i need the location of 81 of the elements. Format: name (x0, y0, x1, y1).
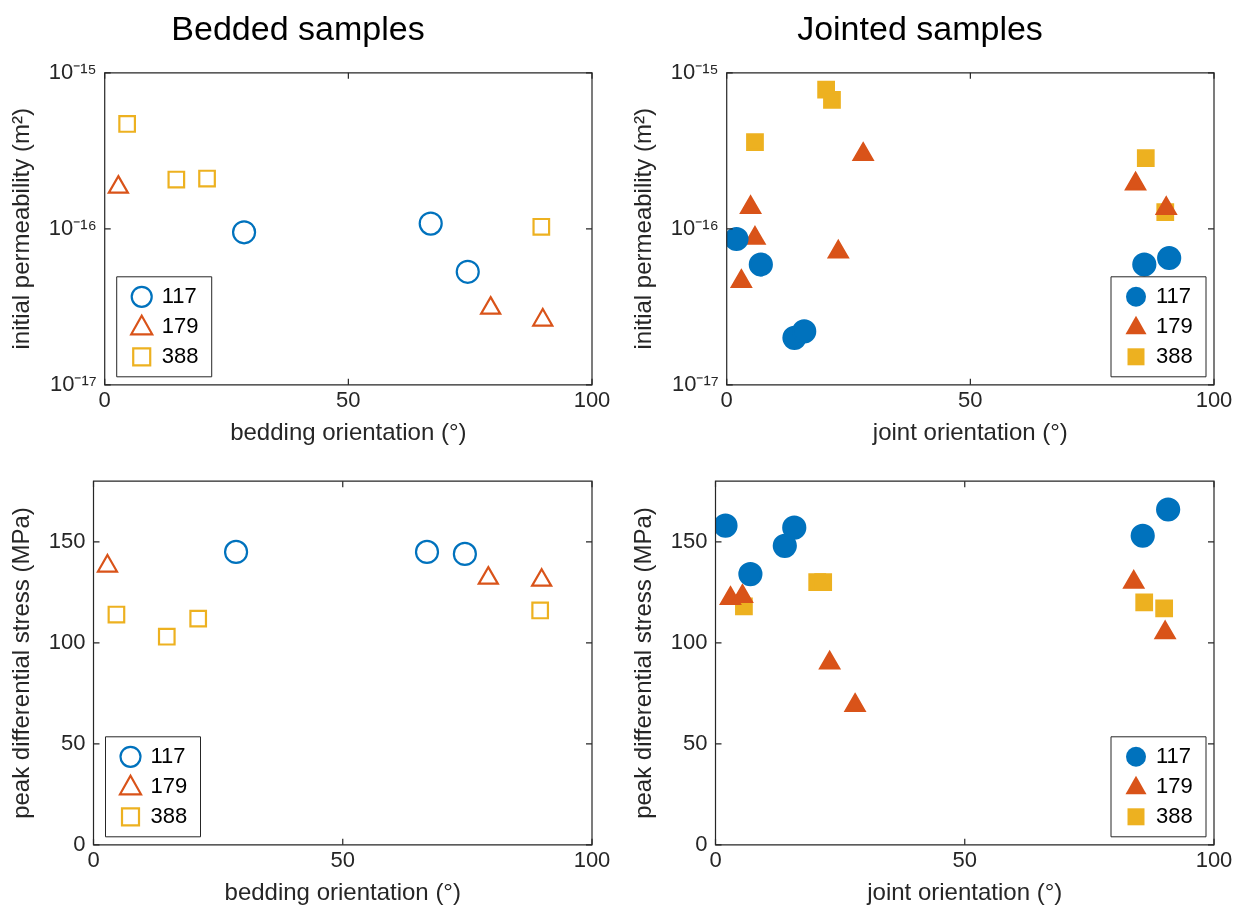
point (1135, 593, 1154, 612)
point (157, 627, 176, 646)
y-tick-label: 0 (73, 830, 86, 856)
y-tick-label: 10⁻¹⁶ (48, 214, 97, 240)
point (738, 562, 763, 587)
y-tick-label: 10⁻¹⁷ (49, 370, 97, 396)
point (715, 513, 738, 538)
legend-label: 179 (1156, 312, 1193, 338)
point (792, 319, 817, 344)
point (231, 220, 257, 245)
legend-label: 179 (161, 312, 199, 338)
point (223, 539, 249, 564)
point (414, 539, 440, 564)
point (1130, 523, 1155, 548)
x-tick-label: 50 (336, 387, 361, 413)
x-tick-label: 50 (330, 847, 355, 873)
point (418, 211, 443, 236)
y-tick-label: 10⁻¹⁷ (671, 370, 719, 396)
point (1123, 570, 1145, 589)
y-axis-title: initial permeability (m²) (7, 108, 35, 350)
point (726, 226, 749, 252)
x-tick-label: 100 (1195, 387, 1233, 413)
x-axis-title: bedding orientation (°) (230, 418, 467, 446)
y-tick-label: 150 (670, 527, 708, 553)
point (1156, 497, 1181, 522)
point (823, 91, 841, 109)
y-tick-label: 0 (695, 830, 708, 856)
legend-label: 117 (1156, 742, 1192, 768)
point (1154, 620, 1176, 640)
x-axis-title: joint orientation (°) (871, 418, 1068, 446)
point (532, 307, 554, 327)
chart-title: Bedded samples (171, 8, 425, 47)
y-axis-title: peak differential stress (MPa) (7, 507, 35, 819)
point (455, 259, 480, 284)
point (1155, 599, 1174, 618)
point (746, 133, 764, 151)
legend-label: 117 (161, 282, 197, 308)
y-tick-label: 50 (683, 729, 708, 755)
legend-label: 388 (1156, 342, 1193, 368)
point (167, 170, 186, 189)
point (772, 533, 797, 558)
point (118, 115, 137, 133)
point (532, 217, 551, 236)
x-axis-title: joint orientation (°) (866, 878, 1063, 906)
point (748, 252, 773, 277)
point (452, 541, 477, 567)
legend-label: 179 (150, 772, 188, 798)
x-tick-label: 100 (1195, 847, 1233, 873)
y-tick-label: 100 (670, 628, 708, 654)
point (844, 693, 866, 713)
point (531, 601, 550, 620)
x-tick-label: 100 (573, 847, 611, 873)
y-tick-label: 150 (48, 527, 86, 553)
y-tick-label: 100 (48, 628, 86, 654)
y-tick-label: 10⁻¹⁶ (670, 214, 719, 240)
point (782, 515, 807, 540)
y-axis-title: peak differential stress (MPa) (629, 507, 657, 819)
point (1132, 252, 1157, 277)
chart-title: Jointed samples (797, 8, 1043, 47)
x-tick-label: 100 (573, 387, 611, 413)
legend-label: 388 (1156, 802, 1193, 828)
y-tick-label: 50 (61, 729, 86, 755)
y-tick-label: 10⁻¹⁵ (48, 58, 97, 84)
x-axis-title: bedding orientation (°) (224, 878, 461, 906)
x-tick-label: 50 (958, 387, 983, 413)
legend-label: 117 (150, 742, 186, 768)
point (480, 296, 502, 315)
legend-label: 388 (150, 802, 188, 828)
point (107, 605, 126, 624)
point (1136, 149, 1155, 167)
point (1157, 245, 1182, 271)
y-tick-label: 10⁻¹⁵ (670, 58, 719, 84)
point (189, 609, 208, 628)
x-tick-label: 50 (952, 847, 977, 873)
point (198, 169, 216, 188)
legend-label: 388 (161, 342, 199, 368)
point (814, 573, 833, 592)
legend-label: 179 (1156, 772, 1193, 798)
legend-label: 117 (1156, 282, 1192, 308)
point (819, 650, 841, 670)
y-axis-title: initial permeability (m²) (629, 108, 657, 350)
